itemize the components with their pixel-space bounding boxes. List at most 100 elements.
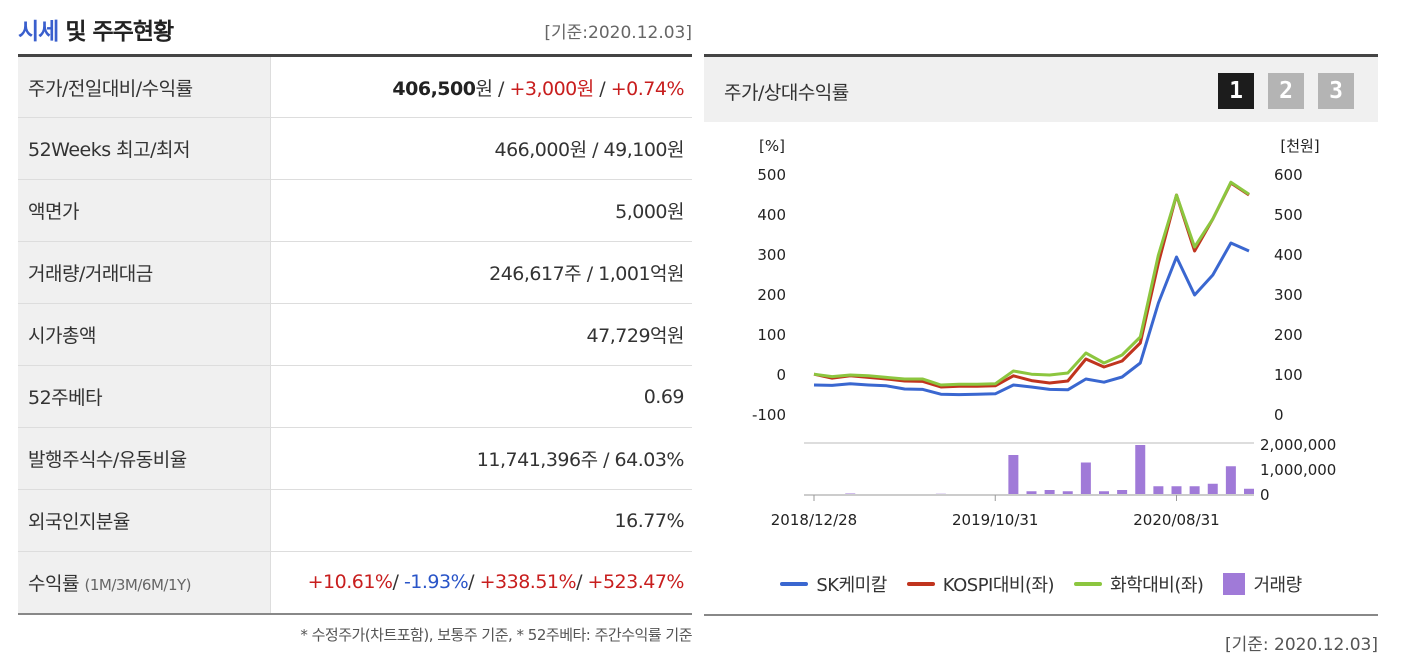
right-axis-tick: 0 (1274, 406, 1284, 424)
row-label: 주가/전일대비/수익률 (18, 55, 271, 118)
volume-bar (1062, 491, 1073, 495)
volume-bar (1117, 490, 1128, 495)
table-row: 발행주식수/유동비율 11,741,396주 / 64.03% (18, 427, 692, 490)
left-axis-tick: 300 (757, 246, 786, 264)
left-axis-tick: 100 (757, 326, 786, 344)
section-header: 시세 및 주주현황 [기준:2020.12.03] (18, 10, 694, 46)
left-axis-unit: [%] (759, 137, 785, 155)
volume-bar (1225, 466, 1236, 495)
left-axis-tick: 200 (757, 286, 786, 304)
return-sep: / (468, 571, 480, 594)
row-value-price: 406,500원 / +3,000원 / +0.74% (270, 55, 692, 118)
row-label: 거래량/거래대금 (18, 241, 271, 304)
legend-swatch-volume (1223, 573, 1246, 595)
volume-axis-tick: 2,000,000 (1260, 436, 1336, 454)
volume-bar (1044, 490, 1055, 495)
right-axis-tick: 600 (1274, 166, 1303, 184)
volume-bar (1099, 491, 1109, 495)
return-6m: +338.51% (479, 571, 577, 594)
table-row: 액면가 5,000원 (18, 179, 692, 242)
return-1m: +10.61% (307, 571, 393, 594)
chart-legend: SK케미칼 KOSPI대비(좌) 화학대비(좌) 거래량 (704, 571, 1378, 597)
series-line-2 (813, 180, 1250, 387)
legend-item-kospi[interactable]: KOSPI대비(좌) (906, 571, 1055, 597)
row-label: 시가총액 (18, 303, 271, 366)
chart-tab-1[interactable]: 1 (1218, 73, 1254, 109)
legend-swatch-kospi (906, 582, 935, 586)
x-axis-tick: 2018/12/28 (771, 511, 857, 529)
legend-item-sk[interactable]: SK케미칼 (780, 571, 887, 597)
volume-bar (1244, 488, 1254, 495)
volume-axis-tick: 0 (1260, 486, 1270, 504)
left-axis-tick: -100 (752, 406, 786, 424)
return-1y: +523.47% (587, 571, 685, 594)
row-label: 52주베타 (18, 365, 271, 428)
price-change-pct: +0.74% (610, 77, 685, 100)
section-title: 시세 및 주주현황 (18, 12, 174, 46)
volume-bar (1135, 445, 1146, 495)
chart-tabs: 1 2 3 (1218, 73, 1354, 109)
table-row: 52Weeks 최고/최저 466,000원 / 49,100원 (18, 117, 692, 180)
left-axis-tick: 400 (757, 206, 786, 224)
price-return-chart: [%] [천원] 500 400 300 200 100 0 -100 600 500 400 300 2… (752, 137, 1336, 529)
legend-label: 거래량 (1253, 575, 1302, 596)
return-3m: -1.93% (403, 571, 469, 594)
legend-item-volume[interactable]: 거래량 (1223, 571, 1302, 597)
legend-swatch-chem (1074, 582, 1103, 586)
quote-table: 주가/전일대비/수익률 406,500원 / +3,000원 / +0.74% … (18, 54, 692, 615)
right-axis-unit: [천원] (1280, 137, 1319, 155)
right-axis-tick: 200 (1274, 326, 1303, 344)
return-sep: / (576, 571, 588, 594)
chart-tab-2[interactable]: 2 (1268, 73, 1304, 109)
section-title-rest: 및 주주현황 (58, 19, 174, 45)
price-sep: / (593, 77, 611, 100)
table-row: 거래량/거래대금 246,617주 / 1,001억원 (18, 241, 692, 304)
left-axis-tick: 0 (776, 366, 786, 384)
price-unit: 원 / (475, 77, 510, 100)
row-value: 466,000원 / 49,100원 (270, 117, 692, 180)
chart-panel-title: 주가/상대수익률 (724, 82, 849, 104)
current-price: 406,500 (392, 77, 476, 100)
right-axis-tick: 100 (1274, 366, 1303, 384)
table-row: 52주베타 0.69 (18, 365, 692, 428)
table-row: 시가총액 47,729억원 (18, 303, 692, 366)
x-axis-tick: 2020/08/31 (1133, 511, 1219, 529)
return-sep: / (392, 571, 404, 594)
volume-bar (1189, 486, 1200, 495)
row-label-sub: (1M/3M/6M/1Y) (84, 575, 192, 594)
right-axis-tick: 500 (1274, 206, 1303, 224)
volume-bar (1153, 486, 1164, 495)
left-axis-tick: 500 (757, 166, 786, 184)
table-row: 주가/전일대비/수익률 406,500원 / +3,000원 / +0.74% (18, 55, 692, 118)
chart-panel-header: 주가/상대수익률 1 2 3 (704, 57, 1378, 122)
volume-bar (1080, 462, 1091, 495)
volume-axis-tick: 1,000,000 (1260, 461, 1336, 479)
row-label: 발행주식수/유동비율 (18, 427, 271, 490)
row-label: 52Weeks 최고/최저 (18, 117, 271, 180)
volume-bar (1026, 491, 1037, 495)
series-line-0 (813, 241, 1250, 397)
volume-bar (1171, 486, 1182, 495)
volume-bar (1008, 455, 1019, 495)
legend-label: KOSPI대비(좌) (942, 575, 1055, 596)
row-value: 0.69 (270, 365, 692, 428)
row-value: 246,617주 / 1,001억원 (270, 241, 692, 304)
legend-item-chem[interactable]: 화학대비(좌) (1074, 571, 1204, 597)
chart-tab-3[interactable]: 3 (1318, 73, 1354, 109)
row-value-returns: +10.61%/ -1.93%/ +338.51%/ +523.47% (270, 551, 692, 615)
legend-label: 화학대비(좌) (1110, 575, 1204, 596)
legend-label: SK케미칼 (816, 575, 887, 596)
row-label: 액면가 (18, 179, 271, 242)
price-change: +3,000원 (509, 77, 594, 100)
legend-swatch-sk (780, 582, 809, 586)
volume-bar (1207, 483, 1218, 495)
row-value: 16.77% (270, 489, 692, 552)
row-value: 47,729억원 (270, 303, 692, 366)
table-row: 외국인지분율 16.77% (18, 489, 692, 552)
chart-panel: 주가/상대수익률 1 2 3 [%] [천원] 500 400 300 200 100 0 -1… (704, 54, 1378, 616)
row-label: 수익률 (1M/3M/6M/1Y) (18, 551, 271, 615)
asof-date: [기준:2020.12.03] (544, 23, 692, 43)
row-label-main: 수익률 (28, 572, 79, 595)
right-axis-tick: 300 (1274, 286, 1303, 304)
chart-asof-date: [기준: 2020.12.03] (1224, 635, 1378, 655)
